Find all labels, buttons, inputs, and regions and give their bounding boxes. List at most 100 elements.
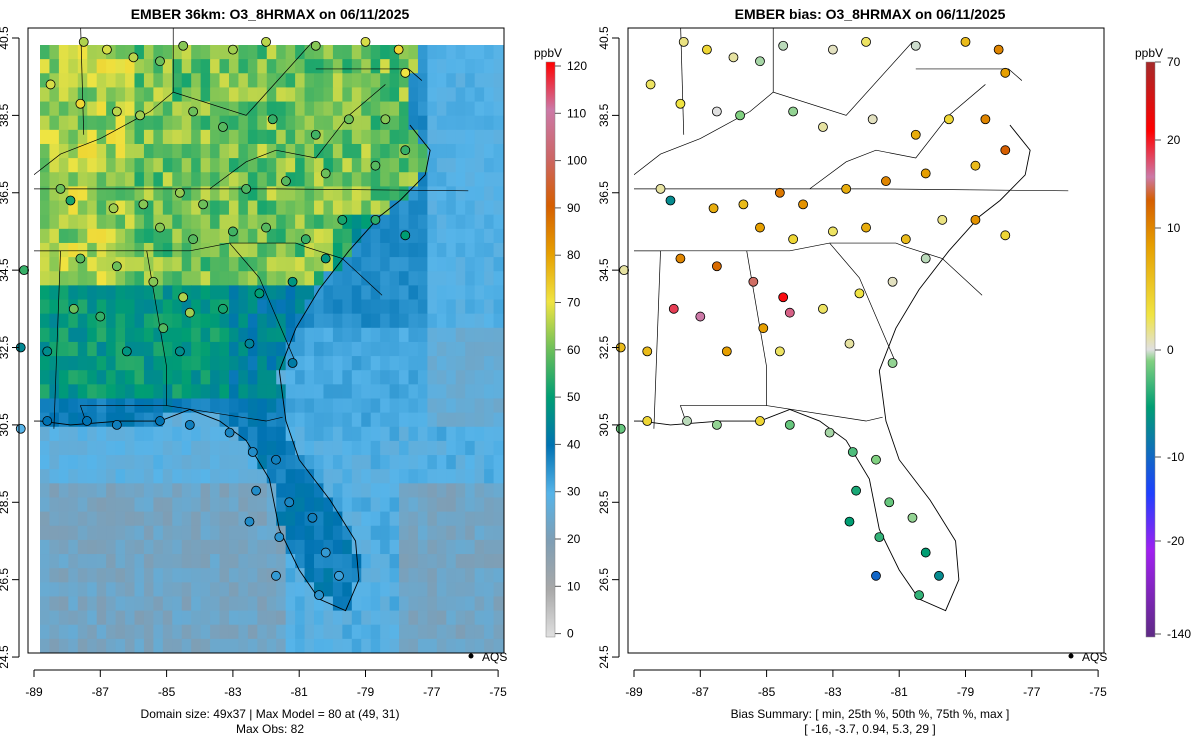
grid-cell [266,624,277,640]
grid-cell [446,214,457,230]
grid-cell [87,497,98,513]
grid-cell [370,299,381,315]
grid-cell [210,200,221,216]
grid-cell [106,271,117,286]
grid-cell [68,271,79,286]
grid-cell [228,624,240,640]
grid-cell [162,158,173,173]
grid-cell [40,299,51,315]
grid-cell [455,214,466,230]
station-obs-point [380,114,391,125]
grid-cell [370,45,381,60]
grid-cell [153,568,164,583]
grid-cell [446,313,457,329]
grid-cell [200,638,211,653]
grid-cell [285,87,296,103]
grid-cell [134,129,145,145]
station-bias-point [960,36,971,47]
state-boundary [209,84,386,190]
grid-cell [484,257,495,272]
grid-cell [436,158,447,173]
grid-cell [474,596,485,612]
station-obs-point [155,222,165,233]
station-bias-point [784,307,795,318]
grid-cell [58,497,69,513]
grid-cell [351,172,362,187]
grid-cell [484,129,495,145]
grid-cell [58,214,69,230]
grid-cell [484,356,495,371]
grid-cell [285,143,296,159]
grid-cell [295,59,306,74]
grid-cell [200,87,211,103]
grid-cell [191,186,202,202]
colorbar-tick-label: 80 [567,248,581,262]
grid-cell [134,327,145,343]
grid-cell [474,539,485,555]
grid-cell [351,596,362,612]
grid-cell [181,242,192,258]
grid-cell [361,624,372,640]
grid-cell [276,327,287,343]
grid-cell [77,45,88,60]
grid-cell [257,73,268,89]
grid-cell [266,327,277,343]
grid-cell [323,455,334,470]
station-obs-point [174,346,185,357]
grid-cell [115,59,126,74]
grid-cell [238,313,249,329]
grid-cell [493,327,504,343]
grid-cell [427,356,438,371]
grid-cell [389,398,400,414]
grid-cell [455,511,466,527]
grid-cell [427,497,438,513]
grid-cell [361,285,372,301]
grid-cell [465,497,476,513]
state-boundary [166,405,283,422]
grid-cell [427,596,438,612]
grid-cell [484,327,495,343]
grid-cell [323,356,334,371]
grid-cell [389,568,400,583]
grid-cell [162,186,173,202]
grid-cell [96,596,107,612]
grid-cell [276,129,287,145]
grid-cell [191,59,202,74]
grid-cell [143,45,154,60]
grid-cell [314,299,325,315]
grid-cell [191,426,202,442]
station-obs-point [148,276,159,287]
grid-cell [361,412,372,428]
grid-cell [219,370,230,385]
grid-cell [58,539,69,555]
grid-cell [493,440,504,456]
grid-cell [342,101,353,117]
right-footer-summary-label: Bias Summary: [ min, 25th %, 50th %, 75t… [731,707,1010,721]
grid-cell [58,483,69,499]
grid-cell [465,313,476,329]
grid-cell [380,200,391,216]
grid-cell [238,398,249,414]
station-obs-point [244,516,255,527]
grid-cell [417,59,429,74]
grid-cell [238,200,249,216]
grid-cell [106,285,117,301]
grid-cell [172,242,183,258]
grid-cell [106,299,117,315]
grid-cell [134,455,145,470]
grid-cell [49,384,60,400]
grid-cell [493,45,504,60]
grid-cell [219,158,230,173]
grid-cell [40,624,51,640]
grid-cell [389,327,400,343]
grid-cell [77,483,88,499]
station-obs-point [370,214,381,225]
grid-cell [361,87,372,103]
grid-cell [162,143,173,159]
grid-cell [219,426,230,442]
station-obs-point [184,419,195,430]
grid-cell [408,87,419,103]
grid-cell [143,469,154,484]
grid-cell [96,228,107,244]
grid-cell [370,228,381,244]
